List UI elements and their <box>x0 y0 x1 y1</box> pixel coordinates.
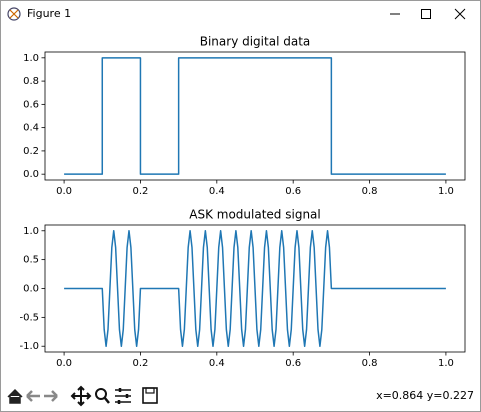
signal-line <box>64 57 446 175</box>
x-tick-label: 0.4 <box>209 186 225 197</box>
y-tick-label: 0.0 <box>23 169 39 180</box>
x-tick-label: 0.6 <box>285 358 301 369</box>
y-tick-label: 0.5 <box>23 255 39 266</box>
y-tick-label: -0.5 <box>19 312 39 323</box>
y-tick-label: 0.8 <box>23 76 39 87</box>
y-tick-label: 0.6 <box>23 99 39 110</box>
y-tick-label: 1.0 <box>23 53 39 64</box>
maximize-button[interactable] <box>421 9 431 19</box>
zoom-button[interactable] <box>95 388 107 400</box>
forward-button[interactable] <box>44 390 58 402</box>
axes-frame <box>44 224 466 353</box>
axes-title: ASK modulated signal <box>189 208 320 222</box>
axes-title: Binary digital data <box>200 35 311 49</box>
axes-frame <box>44 51 466 181</box>
x-tick-label: 0.0 <box>56 358 72 369</box>
x-tick-label: 0.8 <box>362 358 378 369</box>
zoom-handle <box>103 396 110 404</box>
y-tick-label: 0.0 <box>23 284 39 295</box>
close-button[interactable] <box>454 8 466 20</box>
save-icon-detail <box>145 387 155 394</box>
signal-line <box>64 230 446 347</box>
x-tick-label: 0.6 <box>285 186 301 197</box>
y-tick-label: 1.0 <box>23 226 39 237</box>
x-tick-label: 1.0 <box>438 186 454 197</box>
x-tick-label: 0.8 <box>362 186 378 197</box>
pan-button[interactable] <box>70 385 92 407</box>
subplots-sliders <box>117 388 129 404</box>
app-icon-mark <box>9 9 19 19</box>
app-icon <box>7 7 21 21</box>
x-tick-label: 0.2 <box>133 186 149 197</box>
title-bar: Figure 1 <box>7 7 466 21</box>
home-button[interactable] <box>7 388 23 404</box>
back-button[interactable] <box>26 390 40 402</box>
x-tick-label: 1.0 <box>438 358 454 369</box>
subplots-button[interactable] <box>115 389 131 403</box>
y-tick-label: -1.0 <box>19 341 39 352</box>
x-tick-label: 0.2 <box>133 358 149 369</box>
toolbar: x=0.864 y=0.227 <box>7 385 474 407</box>
x-tick-label: 0.0 <box>56 186 72 197</box>
cursor-status: x=0.864 y=0.227 <box>376 389 474 402</box>
window-title: Figure 1 <box>27 7 71 20</box>
y-tick-label: 0.2 <box>23 146 39 157</box>
y-tick-label: 0.4 <box>23 123 39 134</box>
x-tick-label: 0.4 <box>209 358 225 369</box>
